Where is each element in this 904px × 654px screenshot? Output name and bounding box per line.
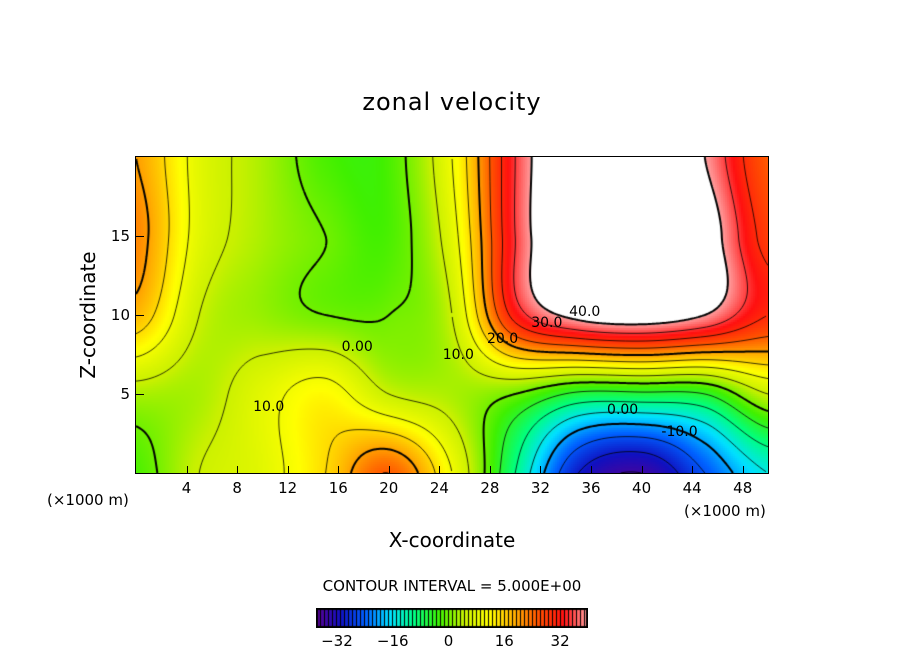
contour-label: 0.00 (341, 338, 373, 355)
contour-label: 10.0 (253, 398, 285, 415)
chart-title: zonal velocity (362, 88, 542, 116)
contour-lines (136, 157, 768, 473)
x-tick-label: 8 (232, 479, 242, 497)
colorbar (316, 608, 588, 628)
x-tick-mark (237, 466, 239, 474)
y-tick-label: 10 (110, 306, 130, 324)
y-tick-label: 15 (110, 227, 130, 245)
colorbar-tick-label: 32 (550, 632, 570, 650)
x-tick-label: 40 (632, 479, 652, 497)
colorbar-tick-label: 0 (443, 632, 454, 650)
x-tick-label: 36 (581, 479, 601, 497)
x-tick-label: 16 (328, 479, 348, 497)
x-tick-mark (287, 466, 289, 474)
x-tick-label: 4 (181, 479, 192, 497)
contour-label: 10.0 (442, 346, 474, 363)
y-tick-mark (136, 394, 144, 395)
x-unit-left: (×1000 m) (47, 491, 129, 509)
colorbar-tick-label: −16 (376, 632, 409, 650)
x-tick-label: 20 (379, 479, 399, 497)
x-tick-label: 12 (278, 479, 298, 497)
x-tick-mark (338, 466, 340, 474)
x-tick-mark (641, 466, 643, 474)
colorbar-tick-label: −32 (321, 632, 353, 650)
x-tick-mark (540, 466, 542, 474)
x-tick-label: 48 (733, 479, 753, 497)
y-tick-mark (136, 236, 144, 237)
x-tick-mark (388, 466, 390, 474)
contour-label: 30.0 (531, 314, 563, 331)
y-tick-mark (136, 315, 144, 316)
x-tick-mark (439, 466, 441, 474)
contour-interval: CONTOUR INTERVAL = 5.000E+00 (322, 577, 582, 595)
contour-label: -10.0 (661, 423, 698, 440)
x-tick-mark (591, 466, 593, 474)
x-tick-label: 28 (480, 479, 500, 497)
x-tick-label: 24 (429, 479, 449, 497)
contour-label: 40.0 (569, 303, 601, 320)
x-tick-mark (186, 466, 188, 474)
y-axis-label: Z-coordinate (76, 251, 100, 379)
contour-label: 20.0 (486, 330, 519, 347)
x-unit-right: (×1000 m) (684, 502, 766, 520)
x-tick-mark (489, 466, 491, 474)
contour-label: 0.00 (607, 401, 639, 418)
plot-frame (135, 156, 769, 474)
y-tick-label: 5 (120, 385, 130, 403)
plot-area (136, 157, 768, 473)
colorbar-tick-label: 16 (494, 632, 514, 650)
x-tick-label: 32 (530, 479, 551, 497)
x-tick-label: 44 (682, 479, 702, 497)
x-axis-label: X-coordinate (388, 528, 516, 552)
x-tick-mark (742, 466, 744, 474)
x-tick-mark (692, 466, 694, 474)
